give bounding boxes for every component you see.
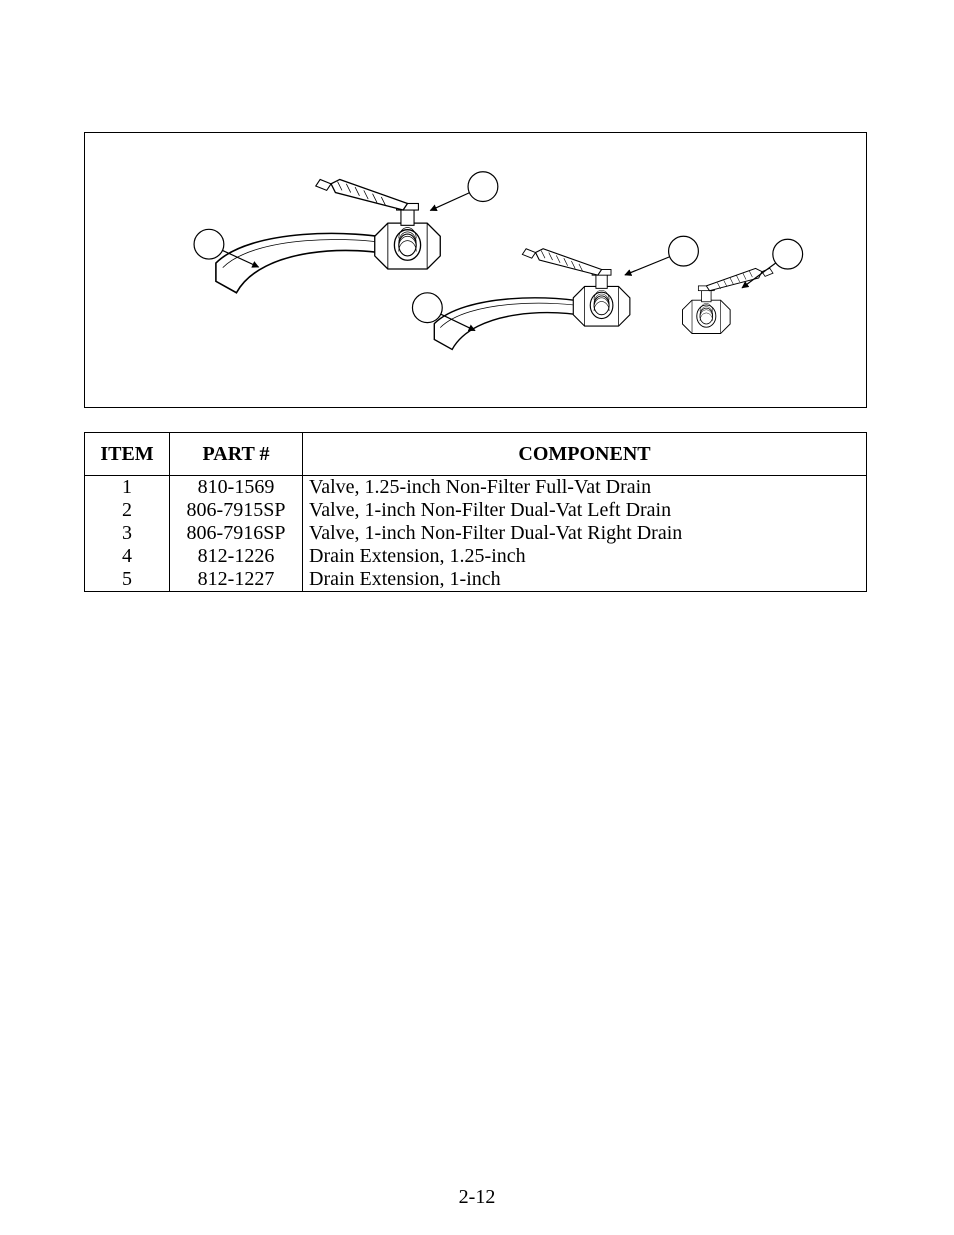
table-row: 2806-7915SPValve, 1-inch Non-Filter Dual…	[85, 499, 867, 522]
cell-part: 812-1226	[170, 545, 303, 568]
full-vat-valve	[316, 179, 440, 269]
cell-component: Drain Extension, 1-inch	[303, 568, 867, 592]
cell-item: 1	[85, 476, 170, 500]
cell-component: Valve, 1-inch Non-Filter Dual-Vat Right …	[303, 522, 867, 545]
extension-100	[434, 298, 597, 350]
page-number: 2-12	[0, 1186, 954, 1209]
cell-item: 4	[85, 545, 170, 568]
callout-bubble	[468, 172, 498, 202]
dual-right-valve	[682, 268, 773, 333]
header-component: COMPONENT	[303, 433, 867, 476]
table-row: 5812-1227Drain Extension, 1-inch	[85, 568, 867, 592]
callout-bubble	[412, 293, 442, 323]
callout-bubble	[669, 236, 699, 266]
cell-part: 810-1569	[170, 476, 303, 500]
callout-leader	[625, 257, 670, 275]
callout-leader	[430, 193, 469, 211]
header-item: ITEM	[85, 433, 170, 476]
cell-item: 5	[85, 568, 170, 592]
table-body: 1810-1569Valve, 1.25-inch Non-Filter Ful…	[85, 476, 867, 592]
parts-diagram	[84, 132, 867, 408]
page: ITEM PART # COMPONENT 1810-1569Valve, 1.…	[0, 0, 954, 1235]
diagram-svg	[85, 133, 866, 407]
table-header: ITEM PART # COMPONENT	[85, 433, 867, 476]
table-row: 4812-1226Drain Extension, 1.25-inch	[85, 545, 867, 568]
cell-part: 812-1227	[170, 568, 303, 592]
dual-left-valve	[522, 249, 630, 326]
table-row: 1810-1569Valve, 1.25-inch Non-Filter Ful…	[85, 476, 867, 500]
header-part: PART #	[170, 433, 303, 476]
cell-component: Valve, 1-inch Non-Filter Dual-Vat Left D…	[303, 499, 867, 522]
table-row: 3806-7916SPValve, 1-inch Non-Filter Dual…	[85, 522, 867, 545]
callout-bubble	[194, 229, 224, 259]
cell-component: Valve, 1.25-inch Non-Filter Full-Vat Dra…	[303, 476, 867, 500]
cell-item: 2	[85, 499, 170, 522]
callout-bubble	[773, 239, 803, 269]
cell-component: Drain Extension, 1.25-inch	[303, 545, 867, 568]
cell-part: 806-7916SP	[170, 522, 303, 545]
cell-item: 3	[85, 522, 170, 545]
cell-part: 806-7915SP	[170, 499, 303, 522]
parts-table: ITEM PART # COMPONENT 1810-1569Valve, 1.…	[84, 432, 867, 592]
